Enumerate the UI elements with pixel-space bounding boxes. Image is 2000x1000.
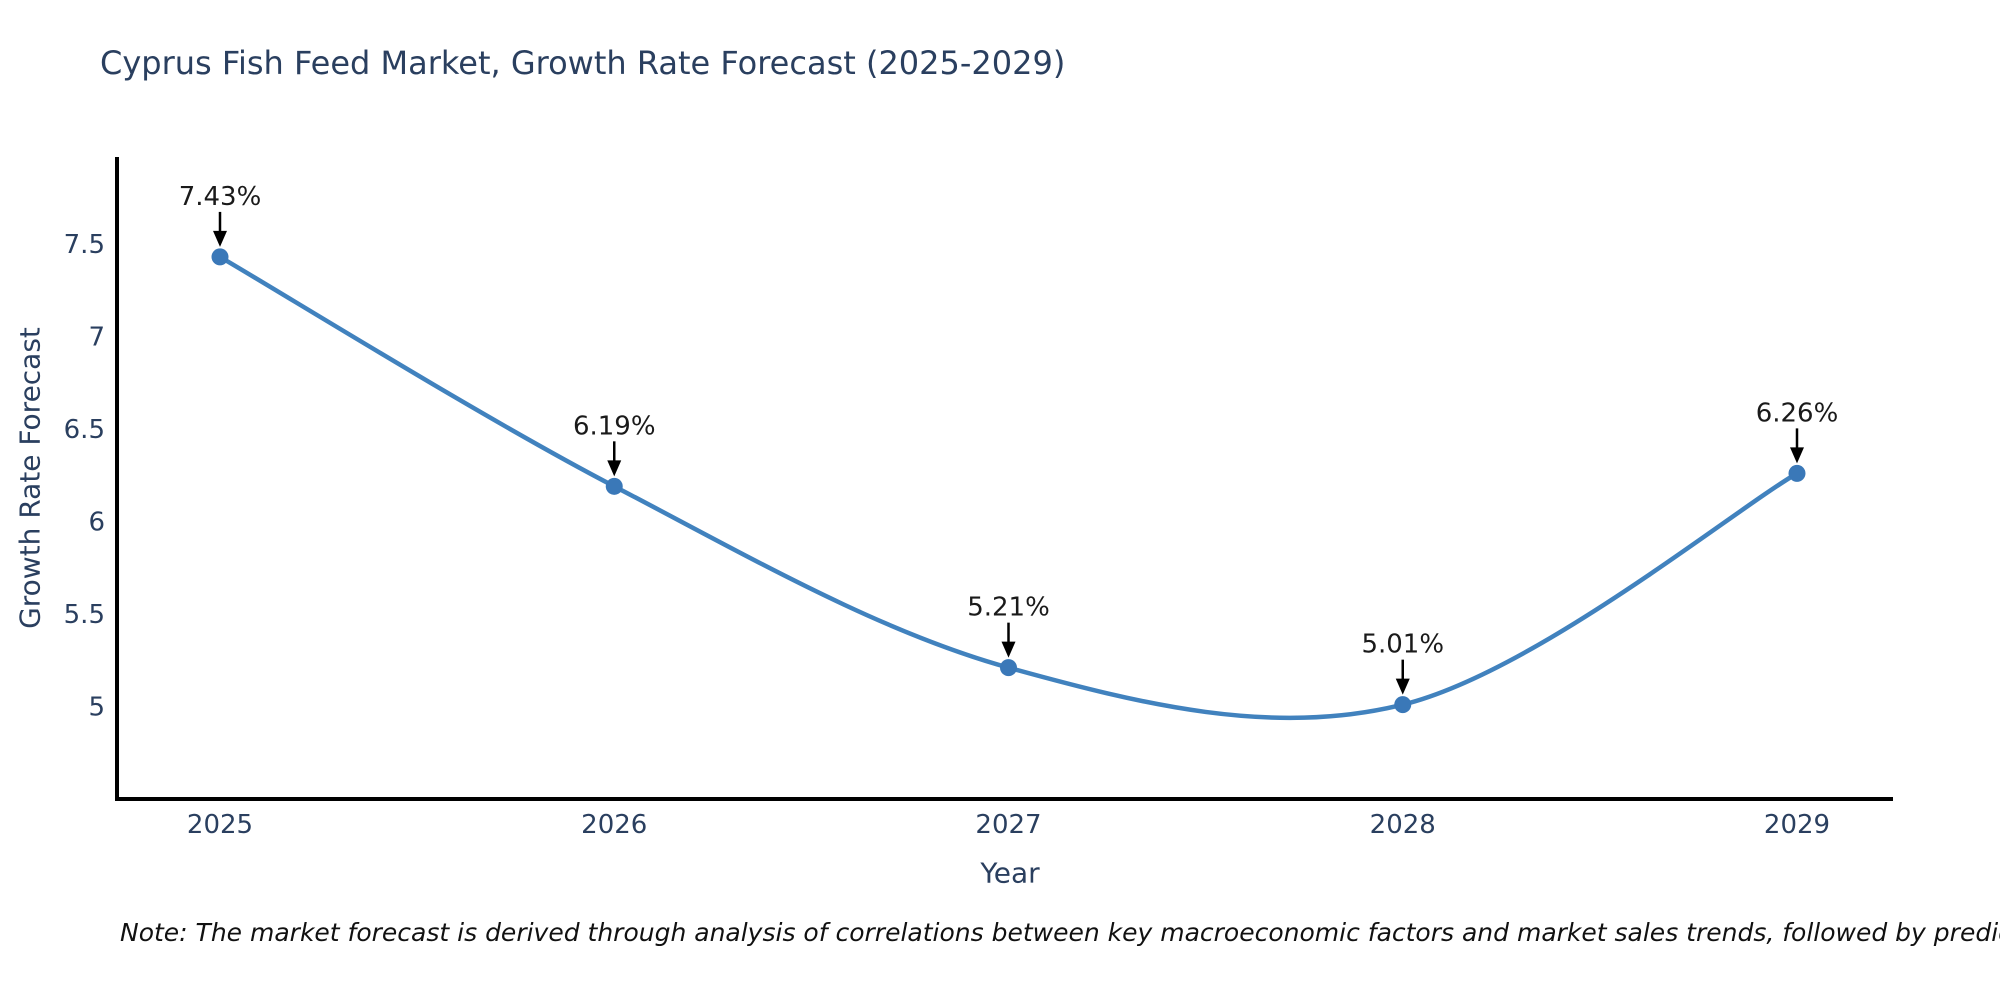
data-point-label: 7.43% [179,182,262,212]
chart-title: Cyprus Fish Feed Market, Growth Rate For… [100,44,1066,82]
annotation-arrowhead-icon [607,460,622,477]
data-point-label: 5.01% [1361,630,1444,660]
y-tick-label: 7.5 [64,230,105,260]
annotation-arrowhead-icon [1001,641,1016,658]
data-point [1394,696,1412,714]
data-point-label: 6.19% [573,411,656,441]
annotation-arrowhead-icon [1790,447,1804,464]
axis-lines [115,157,1893,801]
y-tick-label: 5 [88,692,105,722]
y-tick-label: 6.5 [64,415,105,445]
y-tick-label: 5.5 [64,600,105,630]
x-tick-label: 2029 [1764,810,1830,840]
y-axis-title: Growth Rate Forecast [13,327,47,629]
data-point [211,248,229,266]
footnote: Note: The market forecast is derived thr… [120,918,2000,947]
y-tick-label: 7 [88,322,105,352]
data-point [1000,659,1017,677]
data-point [1788,464,1806,482]
data-point [605,477,623,495]
annotation-arrowhead-icon [213,230,227,247]
x-tick-label: 2025 [187,810,253,840]
x-axis-title: Year [980,856,1040,890]
x-tick-label: 2027 [975,810,1041,840]
x-tick-label: 2028 [1370,810,1436,840]
data-point-label: 6.26% [1756,398,1839,428]
x-tick-label: 2026 [581,810,647,840]
data-point-label: 5.21% [967,593,1050,623]
y-tick-label: 6 [88,507,105,537]
annotation-arrowhead-icon [1395,678,1410,695]
